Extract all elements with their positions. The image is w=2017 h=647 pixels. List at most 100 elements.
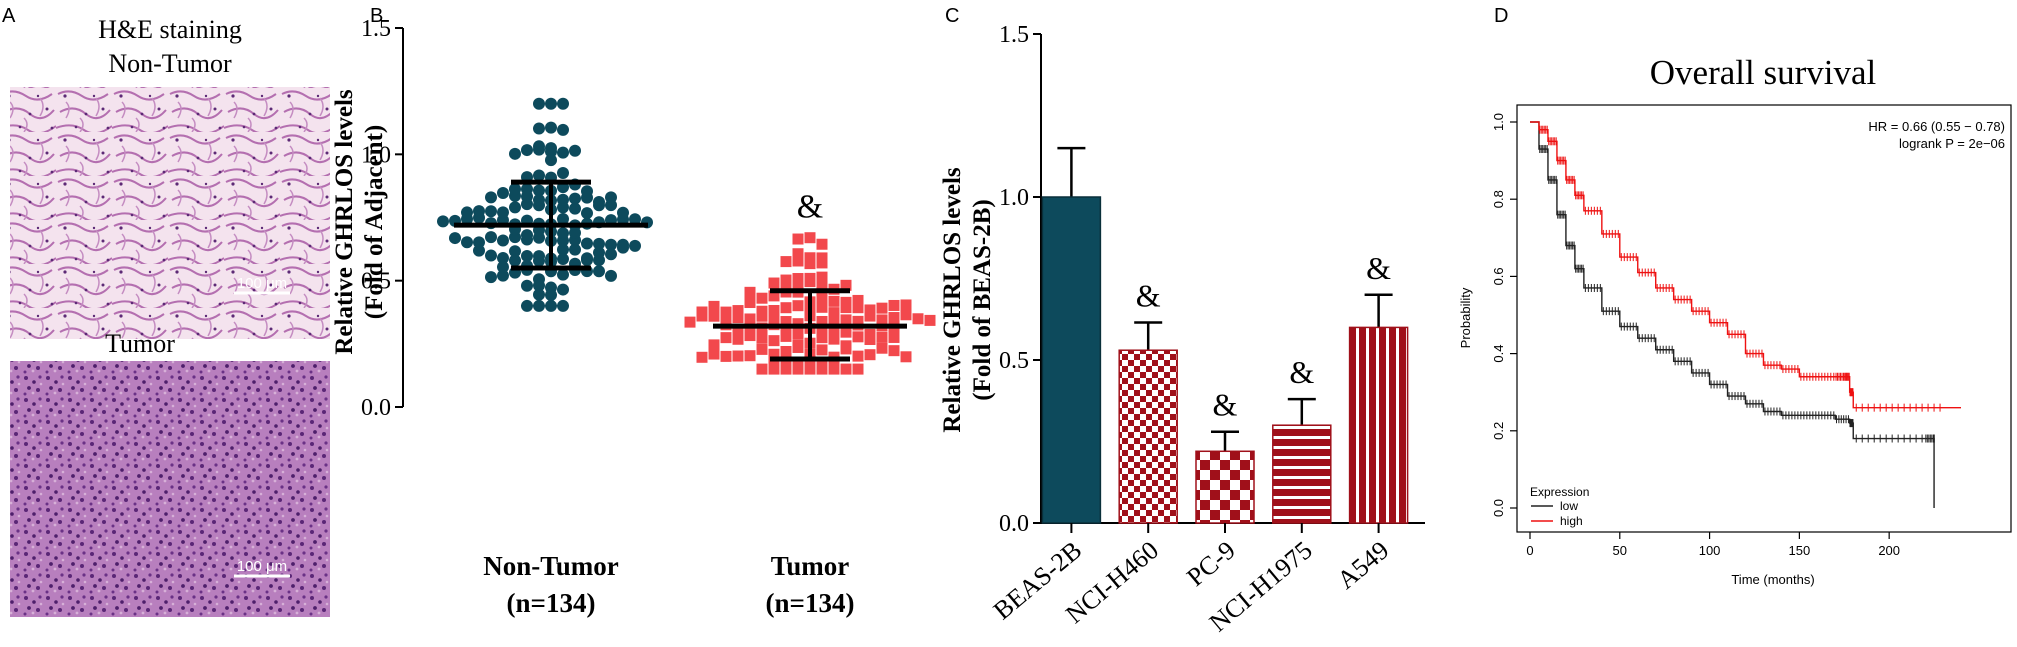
- b-point: [497, 252, 509, 265]
- b-point: [792, 248, 804, 260]
- b-point: [605, 191, 617, 204]
- b-point: [804, 252, 816, 264]
- c-significance-mark: &: [1213, 387, 1238, 423]
- b-point: [864, 304, 876, 316]
- b-point: [900, 299, 912, 311]
- d-km-curve-high: [1530, 121, 1961, 409]
- d-logrank-text: logrank P = 2e−06: [1899, 136, 2005, 151]
- d-x-tick-label: 100: [1699, 543, 1721, 558]
- c-category-label: A549: [1332, 535, 1395, 594]
- b-point: [521, 279, 533, 292]
- d-km-curve-low: [1530, 121, 1935, 508]
- b-point: [780, 330, 792, 342]
- b-point: [780, 302, 792, 314]
- b-point: [768, 290, 780, 302]
- b-point: [485, 231, 497, 244]
- b-point: [557, 146, 569, 159]
- c-y-tick-label: 0.5: [999, 348, 1029, 374]
- c-y-axis-label-2: (Fold of BEAS-2B): [969, 199, 996, 400]
- b-point: [816, 257, 828, 269]
- b-point: [557, 193, 569, 206]
- b-point: [545, 154, 557, 167]
- b-point: [840, 296, 852, 308]
- b-point: [557, 243, 569, 256]
- b-y-tick-label: 1.5: [361, 16, 391, 42]
- b-point: [521, 229, 533, 242]
- b-category-n: (n=134): [766, 588, 855, 618]
- b-point: [473, 236, 485, 249]
- b-point: [473, 244, 485, 257]
- d-x-tick-label: 50: [1613, 543, 1627, 558]
- b-point: [900, 309, 912, 321]
- tumor-label: Tumor: [105, 329, 175, 358]
- b-point: [720, 306, 732, 318]
- b-point: [852, 331, 864, 343]
- d-x-tick-label: 0: [1526, 543, 1533, 558]
- d-x-tick-label: 200: [1878, 543, 1900, 558]
- c-bar-beas-2b: [1041, 196, 1102, 524]
- b-point: [557, 253, 569, 266]
- b-point: [708, 348, 720, 360]
- b-point: [593, 254, 605, 267]
- b-point: [708, 310, 720, 322]
- b-point: [768, 304, 780, 316]
- b-point: [876, 314, 888, 326]
- b-point: [792, 255, 804, 267]
- b-point: [533, 194, 545, 207]
- b-point: [593, 265, 605, 278]
- b-point: [768, 348, 780, 360]
- b-point: [768, 313, 780, 325]
- panel-c-marks: 0.0 0.5 1.0 1.5 Relative GHRLOS levels (Fold …: [939, 22, 1425, 637]
- b-point: [876, 302, 888, 314]
- b-point: [437, 215, 449, 228]
- b-point: [557, 299, 569, 312]
- b-category-n: (n=134): [507, 588, 596, 618]
- panel-b-marks: 0.0 0.5 1.0 1.5 Relative GHRLOS levels (Fold …: [331, 16, 936, 618]
- b-point: [756, 292, 768, 304]
- b-point: [557, 212, 569, 225]
- b-point: [840, 326, 852, 338]
- b-point: [792, 273, 804, 285]
- b-point: [780, 316, 792, 328]
- b-point: [864, 310, 876, 322]
- b-point: [768, 335, 780, 347]
- b-y-tick-label: 0.0: [361, 395, 391, 421]
- b-point: [449, 232, 461, 245]
- b-point: [888, 299, 900, 311]
- b-point: [581, 207, 593, 220]
- b-point: [816, 271, 828, 283]
- panel-d: D Overall survival HR = 0.66 (0.55 − 0.78…: [1458, 5, 2012, 587]
- b-point: [828, 323, 840, 335]
- b-point: [876, 331, 888, 343]
- d-hr-text: HR = 0.66 (0.55 − 0.78): [1868, 119, 2005, 134]
- b-point: [521, 144, 533, 157]
- b-point: [497, 186, 509, 199]
- b-point: [804, 232, 816, 244]
- tumor-micrograph: [10, 361, 330, 617]
- b-point: [732, 305, 744, 317]
- b-point: [696, 306, 708, 318]
- b-point: [756, 332, 768, 344]
- b-point: [497, 260, 509, 273]
- c-bar-nci-h460: [1118, 349, 1178, 524]
- b-point: [708, 300, 720, 312]
- b-point: [792, 233, 804, 245]
- b-point: [720, 350, 732, 362]
- b-point: [485, 271, 497, 284]
- d-plot-frame: [1516, 104, 2012, 533]
- b-point: [816, 315, 828, 327]
- b-point: [545, 142, 557, 155]
- b-point: [840, 363, 852, 375]
- b-point: [768, 363, 780, 375]
- scale-bar-bottom-label: 100 μm: [237, 558, 287, 575]
- b-point: [852, 350, 864, 362]
- b-point: [509, 147, 521, 160]
- b-point: [732, 350, 744, 362]
- b-point: [485, 249, 497, 262]
- b-point: [804, 357, 816, 369]
- b-point: [569, 226, 581, 239]
- b-point: [744, 350, 756, 362]
- b-point: [756, 343, 768, 355]
- b-point: [629, 213, 641, 226]
